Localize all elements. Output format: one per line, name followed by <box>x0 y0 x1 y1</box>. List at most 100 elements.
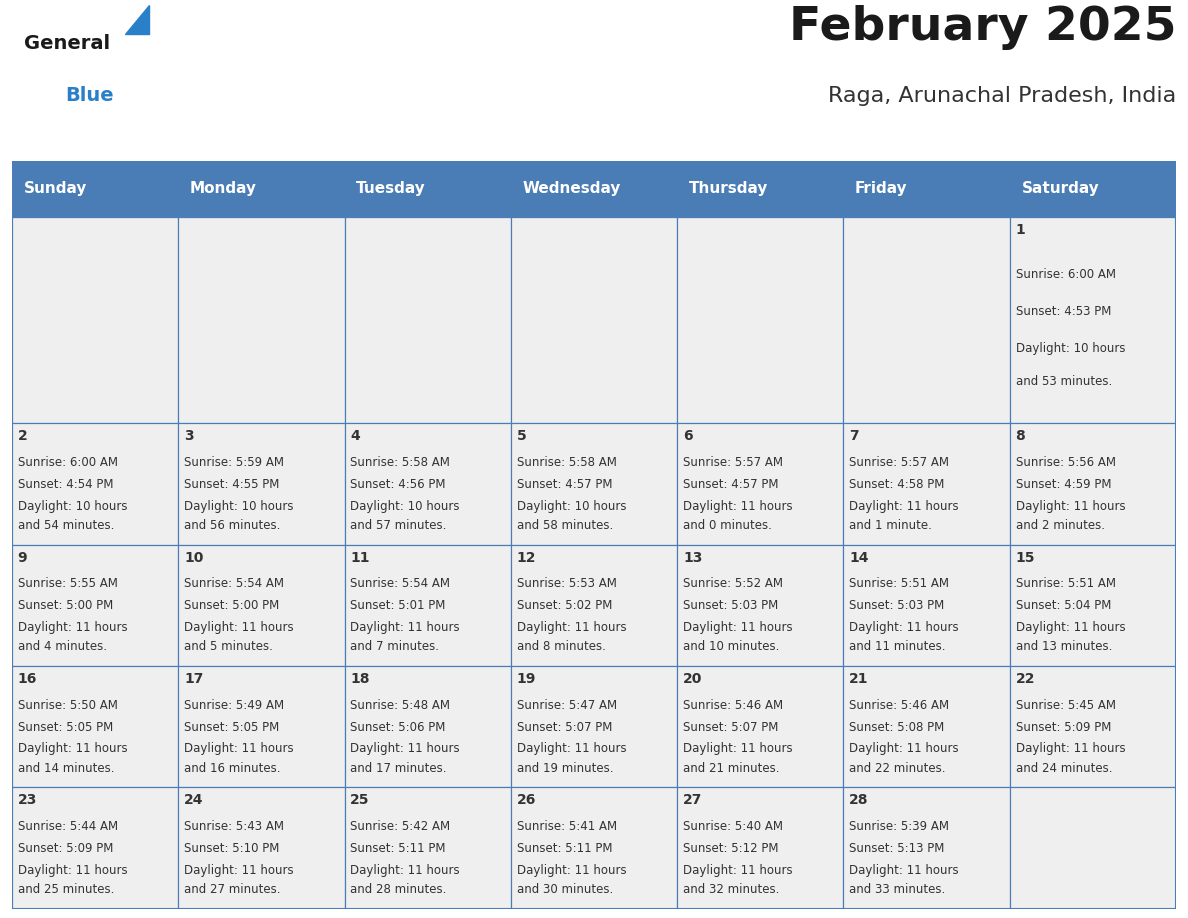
Text: and 19 minutes.: and 19 minutes. <box>517 762 613 775</box>
Text: and 8 minutes.: and 8 minutes. <box>517 641 606 654</box>
Text: Daylight: 11 hours: Daylight: 11 hours <box>683 499 792 512</box>
Bar <box>12 423 178 544</box>
Text: Sunset: 5:12 PM: Sunset: 5:12 PM <box>683 842 778 855</box>
Text: Sunrise: 5:46 AM: Sunrise: 5:46 AM <box>683 699 783 711</box>
Text: Raga, Arunachal Pradesh, India: Raga, Arunachal Pradesh, India <box>828 86 1176 106</box>
Text: and 5 minutes.: and 5 minutes. <box>184 641 273 654</box>
Text: 26: 26 <box>517 793 536 808</box>
Text: Sunset: 4:59 PM: Sunset: 4:59 PM <box>1016 477 1111 491</box>
Text: Sunrise: 5:52 AM: Sunrise: 5:52 AM <box>683 577 783 590</box>
Text: Sunrise: 5:53 AM: Sunrise: 5:53 AM <box>517 577 617 590</box>
Text: 8: 8 <box>1016 429 1025 443</box>
Text: Daylight: 11 hours: Daylight: 11 hours <box>849 743 959 756</box>
Text: Sunrise: 5:40 AM: Sunrise: 5:40 AM <box>683 820 783 834</box>
Bar <box>677 217 843 423</box>
Text: and 22 minutes.: and 22 minutes. <box>849 762 946 775</box>
Text: Sunset: 4:54 PM: Sunset: 4:54 PM <box>18 477 113 491</box>
Bar <box>345 788 511 909</box>
Text: and 27 minutes.: and 27 minutes. <box>184 883 280 896</box>
Text: Sunrise: 5:50 AM: Sunrise: 5:50 AM <box>18 699 118 711</box>
Text: Sunrise: 6:00 AM: Sunrise: 6:00 AM <box>1016 268 1116 281</box>
Text: Sunset: 4:57 PM: Sunset: 4:57 PM <box>683 477 778 491</box>
Text: Saturday: Saturday <box>1022 181 1099 196</box>
Text: Sunrise: 5:57 AM: Sunrise: 5:57 AM <box>683 456 783 469</box>
Text: Sunset: 4:55 PM: Sunset: 4:55 PM <box>184 477 279 491</box>
Text: Daylight: 11 hours: Daylight: 11 hours <box>1016 743 1125 756</box>
Bar <box>345 423 511 544</box>
Text: 4: 4 <box>350 429 360 443</box>
Text: and 1 minute.: and 1 minute. <box>849 519 933 532</box>
Text: Daylight: 10 hours: Daylight: 10 hours <box>350 499 460 512</box>
Text: Sunrise: 5:46 AM: Sunrise: 5:46 AM <box>849 699 949 711</box>
Text: Sunset: 5:02 PM: Sunset: 5:02 PM <box>517 599 612 612</box>
Text: and 28 minutes.: and 28 minutes. <box>350 883 447 896</box>
Bar <box>511 423 677 544</box>
Text: Sunset: 5:09 PM: Sunset: 5:09 PM <box>1016 721 1111 733</box>
Text: February 2025: February 2025 <box>789 5 1176 50</box>
Text: Daylight: 11 hours: Daylight: 11 hours <box>18 621 127 634</box>
Text: Sunset: 5:11 PM: Sunset: 5:11 PM <box>517 842 612 855</box>
Text: Daylight: 11 hours: Daylight: 11 hours <box>849 499 959 512</box>
Bar <box>178 666 345 788</box>
Text: Sunrise: 5:57 AM: Sunrise: 5:57 AM <box>849 456 949 469</box>
Text: 22: 22 <box>1016 672 1035 686</box>
Text: Sunrise: 5:42 AM: Sunrise: 5:42 AM <box>350 820 450 834</box>
Bar <box>677 666 843 788</box>
Text: 14: 14 <box>849 551 868 565</box>
Bar <box>178 423 345 544</box>
Text: Sunrise: 5:39 AM: Sunrise: 5:39 AM <box>849 820 949 834</box>
Text: and 17 minutes.: and 17 minutes. <box>350 762 447 775</box>
Bar <box>12 161 1176 217</box>
Bar <box>12 217 178 423</box>
Bar <box>1010 423 1176 544</box>
Text: and 24 minutes.: and 24 minutes. <box>1016 762 1112 775</box>
Text: and 11 minutes.: and 11 minutes. <box>849 641 946 654</box>
Text: Daylight: 11 hours: Daylight: 11 hours <box>350 864 460 877</box>
Text: and 13 minutes.: and 13 minutes. <box>1016 641 1112 654</box>
Text: 28: 28 <box>849 793 868 808</box>
Bar <box>345 544 511 666</box>
Bar <box>178 217 345 423</box>
Text: 11: 11 <box>350 551 369 565</box>
Text: 1: 1 <box>1016 223 1025 237</box>
Bar <box>843 423 1010 544</box>
Text: Sunset: 5:11 PM: Sunset: 5:11 PM <box>350 842 446 855</box>
Text: 17: 17 <box>184 672 203 686</box>
Bar <box>843 788 1010 909</box>
Bar <box>677 423 843 544</box>
Text: and 30 minutes.: and 30 minutes. <box>517 883 613 896</box>
Text: and 54 minutes.: and 54 minutes. <box>18 519 114 532</box>
Text: Sunset: 4:53 PM: Sunset: 4:53 PM <box>1016 306 1111 319</box>
Text: Sunset: 5:10 PM: Sunset: 5:10 PM <box>184 842 279 855</box>
Text: Daylight: 11 hours: Daylight: 11 hours <box>1016 499 1125 512</box>
Text: Daylight: 11 hours: Daylight: 11 hours <box>849 621 959 634</box>
Text: Daylight: 11 hours: Daylight: 11 hours <box>849 864 959 877</box>
Bar <box>511 544 677 666</box>
Text: 9: 9 <box>18 551 27 565</box>
Text: Sunrise: 5:51 AM: Sunrise: 5:51 AM <box>1016 577 1116 590</box>
Bar <box>1010 788 1176 909</box>
Bar <box>178 544 345 666</box>
Text: Daylight: 11 hours: Daylight: 11 hours <box>350 743 460 756</box>
Text: Sunset: 5:13 PM: Sunset: 5:13 PM <box>849 842 944 855</box>
Text: Daylight: 11 hours: Daylight: 11 hours <box>18 743 127 756</box>
Text: 27: 27 <box>683 793 702 808</box>
Text: Sunday: Sunday <box>24 181 87 196</box>
Text: Sunrise: 5:48 AM: Sunrise: 5:48 AM <box>350 699 450 711</box>
Text: Daylight: 11 hours: Daylight: 11 hours <box>350 621 460 634</box>
Bar <box>511 788 677 909</box>
Bar <box>1010 544 1176 666</box>
Text: Sunset: 5:03 PM: Sunset: 5:03 PM <box>849 599 944 612</box>
Text: Monday: Monday <box>190 181 257 196</box>
Text: and 14 minutes.: and 14 minutes. <box>18 762 114 775</box>
Text: 15: 15 <box>1016 551 1035 565</box>
Text: Sunset: 5:04 PM: Sunset: 5:04 PM <box>1016 599 1111 612</box>
Text: Sunset: 5:07 PM: Sunset: 5:07 PM <box>517 721 612 733</box>
Text: Sunset: 5:01 PM: Sunset: 5:01 PM <box>350 599 446 612</box>
Text: Daylight: 10 hours: Daylight: 10 hours <box>517 499 626 512</box>
Text: Sunset: 5:09 PM: Sunset: 5:09 PM <box>18 842 113 855</box>
Text: 2: 2 <box>18 429 27 443</box>
Text: Daylight: 11 hours: Daylight: 11 hours <box>517 864 626 877</box>
Text: Sunrise: 5:59 AM: Sunrise: 5:59 AM <box>184 456 284 469</box>
Text: and 7 minutes.: and 7 minutes. <box>350 641 440 654</box>
